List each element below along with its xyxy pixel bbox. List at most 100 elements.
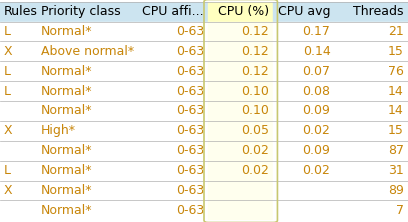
Bar xyxy=(0,141,37,161)
Text: Normal*: Normal* xyxy=(41,65,92,78)
Bar xyxy=(0,200,37,220)
Text: Above normal*: Above normal* xyxy=(41,45,134,58)
Text: X: X xyxy=(4,45,13,58)
Bar xyxy=(37,141,135,161)
Text: Priority class: Priority class xyxy=(41,5,120,18)
Text: 0.02: 0.02 xyxy=(242,144,269,157)
Bar xyxy=(335,22,408,42)
Bar xyxy=(135,81,208,101)
Bar xyxy=(208,161,273,180)
Bar xyxy=(135,42,208,61)
Text: 87: 87 xyxy=(388,144,404,157)
Bar xyxy=(208,141,273,161)
Bar xyxy=(37,42,135,61)
Text: CPU avg: CPU avg xyxy=(278,5,330,18)
Bar xyxy=(0,22,37,42)
Text: L: L xyxy=(4,65,11,78)
Bar xyxy=(273,141,335,161)
Text: 0-63: 0-63 xyxy=(176,184,204,197)
Bar xyxy=(335,101,408,121)
Text: X: X xyxy=(4,184,13,197)
Bar xyxy=(0,61,37,81)
Text: 7: 7 xyxy=(396,204,404,217)
Text: 15: 15 xyxy=(388,124,404,137)
Bar xyxy=(335,180,408,200)
Bar xyxy=(0,101,37,121)
Text: 0-63: 0-63 xyxy=(176,85,204,98)
Bar xyxy=(335,161,408,180)
Text: 0.02: 0.02 xyxy=(303,164,330,177)
Text: High*: High* xyxy=(41,124,76,137)
Text: 0.10: 0.10 xyxy=(242,105,269,117)
Bar xyxy=(135,22,208,42)
Bar xyxy=(37,161,135,180)
Text: 0-63: 0-63 xyxy=(176,105,204,117)
Bar xyxy=(335,42,408,61)
Bar xyxy=(0,180,37,200)
Bar xyxy=(335,2,408,22)
Bar xyxy=(135,101,208,121)
Bar xyxy=(135,161,208,180)
Bar xyxy=(208,81,273,101)
Bar xyxy=(135,200,208,220)
Bar xyxy=(0,42,37,61)
Text: CPU affi...: CPU affi... xyxy=(142,5,204,18)
Bar xyxy=(273,42,335,61)
Text: Normal*: Normal* xyxy=(41,105,92,117)
Bar xyxy=(0,121,37,141)
Text: 0-63: 0-63 xyxy=(176,45,204,58)
Text: 0.02: 0.02 xyxy=(303,124,330,137)
Text: 0.17: 0.17 xyxy=(303,25,330,38)
Bar xyxy=(37,61,135,81)
Text: 0-63: 0-63 xyxy=(176,124,204,137)
Text: L: L xyxy=(4,164,11,177)
Text: 0.08: 0.08 xyxy=(302,85,330,98)
Bar xyxy=(37,81,135,101)
Text: 0.14: 0.14 xyxy=(303,45,330,58)
Bar xyxy=(335,61,408,81)
Text: Normal*: Normal* xyxy=(41,184,92,197)
Bar xyxy=(208,2,273,22)
Bar xyxy=(273,22,335,42)
Bar xyxy=(208,101,273,121)
Bar xyxy=(37,22,135,42)
Text: 0.12: 0.12 xyxy=(242,45,269,58)
Text: 31: 31 xyxy=(388,164,404,177)
Bar xyxy=(273,200,335,220)
Text: 0.09: 0.09 xyxy=(303,105,330,117)
Bar xyxy=(135,141,208,161)
Bar xyxy=(335,200,408,220)
Bar xyxy=(273,101,335,121)
Text: Normal*: Normal* xyxy=(41,144,92,157)
Bar xyxy=(273,61,335,81)
Bar xyxy=(208,200,273,220)
Text: Normal*: Normal* xyxy=(41,164,92,177)
Bar xyxy=(208,22,273,42)
Bar xyxy=(0,161,37,180)
Bar xyxy=(208,121,273,141)
Bar xyxy=(135,61,208,81)
Bar xyxy=(335,141,408,161)
Bar xyxy=(135,180,208,200)
Text: 14: 14 xyxy=(388,105,404,117)
Text: 0-63: 0-63 xyxy=(176,164,204,177)
Text: Rules: Rules xyxy=(4,5,38,18)
Bar xyxy=(273,81,335,101)
Bar xyxy=(208,42,273,61)
Text: 0.10: 0.10 xyxy=(242,85,269,98)
Bar xyxy=(37,121,135,141)
Bar xyxy=(135,2,208,22)
Text: 21: 21 xyxy=(388,25,404,38)
Text: CPU (%): CPU (%) xyxy=(218,5,269,18)
Bar xyxy=(335,121,408,141)
Bar xyxy=(37,101,135,121)
Text: 14: 14 xyxy=(388,85,404,98)
Text: Threads: Threads xyxy=(353,5,404,18)
Bar xyxy=(208,180,273,200)
Bar xyxy=(37,2,135,22)
Text: 0-63: 0-63 xyxy=(176,204,204,217)
Text: 0.02: 0.02 xyxy=(242,164,269,177)
Bar xyxy=(273,161,335,180)
Bar xyxy=(37,180,135,200)
Bar xyxy=(335,81,408,101)
